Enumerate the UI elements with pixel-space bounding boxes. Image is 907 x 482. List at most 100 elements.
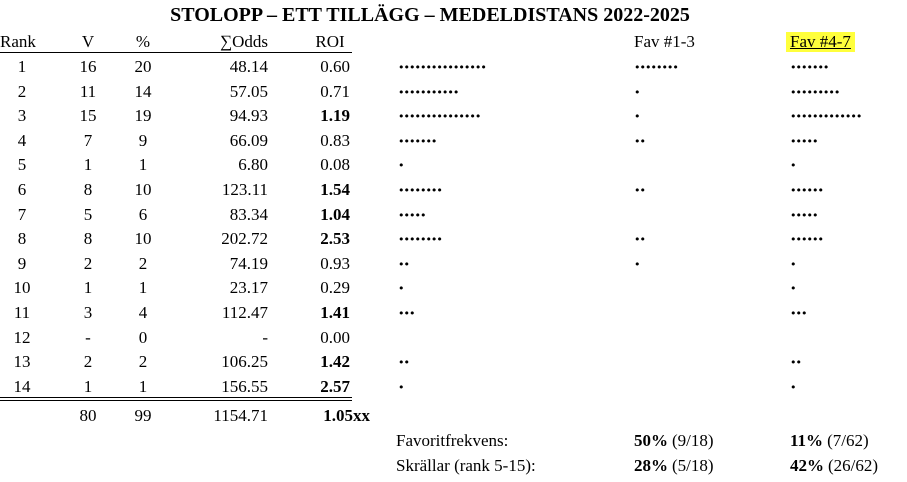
cell: 7 (17, 204, 27, 224)
cell: 1.04 (320, 204, 350, 224)
cell: 2 (17, 81, 27, 101)
title: STOLOPP – ETT TILLÄGG – MEDELDISTANS 202… (170, 4, 690, 26)
summary-fraction: (9/18) (672, 431, 714, 450)
cell: 14 (13, 376, 31, 396)
summary-pct: 28% (634, 456, 668, 475)
row-divider (0, 396, 352, 398)
dots: •• (634, 184, 646, 197)
cell: 0.93 (320, 253, 350, 273)
cell: 1.19 (320, 106, 350, 126)
summary-value: 42% (26/62) (790, 456, 878, 476)
summary-pct: 50% (634, 431, 668, 450)
cell: 11 (13, 303, 31, 322)
column-header: Rank (0, 32, 36, 51)
summary-pct: 42% (790, 456, 824, 475)
column-header: ∑Odds (219, 32, 268, 51)
column-header: V (81, 32, 95, 51)
summary-value: 28% (5/18) (634, 456, 714, 476)
cell: 0.83 (320, 130, 350, 150)
cell: 4 (138, 303, 148, 322)
total-divider (0, 400, 352, 401)
dots: ••••• (790, 208, 818, 222)
cell: 2 (83, 253, 93, 273)
fav13-header: Fav #1-3 (634, 32, 695, 51)
cell: 2 (138, 253, 148, 273)
cell: 6 (138, 204, 148, 224)
cell: 15 (79, 106, 97, 126)
cell: 2.53 (320, 229, 350, 249)
dots: • (790, 282, 796, 296)
cell: 10 (134, 180, 152, 199)
cell: 8 (83, 180, 93, 199)
dots: • (790, 380, 796, 394)
dots: ••••• (790, 134, 818, 148)
total-cell: 80 (79, 406, 97, 425)
cell: 11 (79, 81, 97, 101)
dots: • (634, 110, 640, 124)
cell: 112.47 (221, 303, 268, 322)
dots: ••• (398, 307, 415, 320)
summary-fraction: (5/18) (672, 456, 714, 475)
dots: • (634, 85, 640, 99)
dots: •••••• (790, 184, 824, 197)
summary-value: 50% (9/18) (634, 431, 714, 451)
dots: •• (634, 134, 646, 148)
dots: ••••••• (398, 134, 437, 148)
dots: ••••••••••••••• (398, 110, 481, 124)
cell: 74.19 (229, 253, 268, 273)
cell: 0 (138, 327, 148, 347)
cell: - (262, 327, 268, 347)
cell: 0.60 (320, 57, 350, 76)
cell: 8 (83, 229, 93, 249)
cell: 3 (83, 303, 93, 322)
cell: 10 (13, 278, 31, 298)
cell: 6.80 (238, 155, 268, 175)
cell: 0.00 (320, 327, 350, 347)
dots: •••••••••••••••• (398, 61, 487, 74)
cell: 7 (83, 130, 93, 150)
dots: ••• (790, 307, 807, 320)
cell: 20 (134, 57, 152, 76)
dots: •••••• (790, 233, 824, 247)
cell: 1.41 (320, 303, 350, 322)
total-cell: 99 (134, 406, 152, 425)
cell: 1 (138, 278, 148, 298)
summary-pct: 11% (790, 431, 824, 450)
cell: 48.14 (229, 57, 268, 76)
cell: 10 (134, 229, 152, 249)
dots: •• (790, 356, 802, 370)
dots: • (398, 282, 404, 296)
cell: 1 (138, 155, 148, 175)
cell: 6 (17, 180, 27, 199)
dots: • (790, 159, 796, 173)
cell: 123.11 (221, 180, 268, 199)
cell: 8 (17, 229, 27, 249)
dots: •••••••• (398, 233, 443, 247)
cell: 0.71 (320, 81, 350, 101)
dots: • (398, 159, 404, 173)
cell: 94.93 (229, 106, 268, 126)
cell: 23.17 (229, 278, 268, 298)
summary-label: Favoritfrekvens: (396, 431, 509, 450)
dots: •• (398, 356, 410, 370)
cell: 9 (17, 253, 27, 273)
cell: 16 (79, 57, 97, 76)
cell: 1 (83, 155, 93, 175)
cell: 2 (138, 352, 148, 372)
dots: • (790, 257, 796, 271)
dots: ••••••• (790, 61, 829, 74)
cell: 1 (17, 57, 27, 76)
dots: •• (398, 257, 410, 271)
dots: •••••••• (398, 184, 443, 197)
cell: 0.29 (320, 278, 350, 298)
dots: •••••••• (634, 61, 679, 74)
cell: 202.72 (221, 229, 268, 249)
cell: 83.34 (229, 204, 268, 224)
cell: 14 (134, 81, 152, 101)
summary-fraction: (26/62) (828, 456, 879, 475)
cell: 57.05 (229, 81, 268, 101)
cell: 3 (17, 106, 27, 126)
cell: 1.42 (320, 352, 350, 372)
dots: ••••• (398, 208, 426, 222)
